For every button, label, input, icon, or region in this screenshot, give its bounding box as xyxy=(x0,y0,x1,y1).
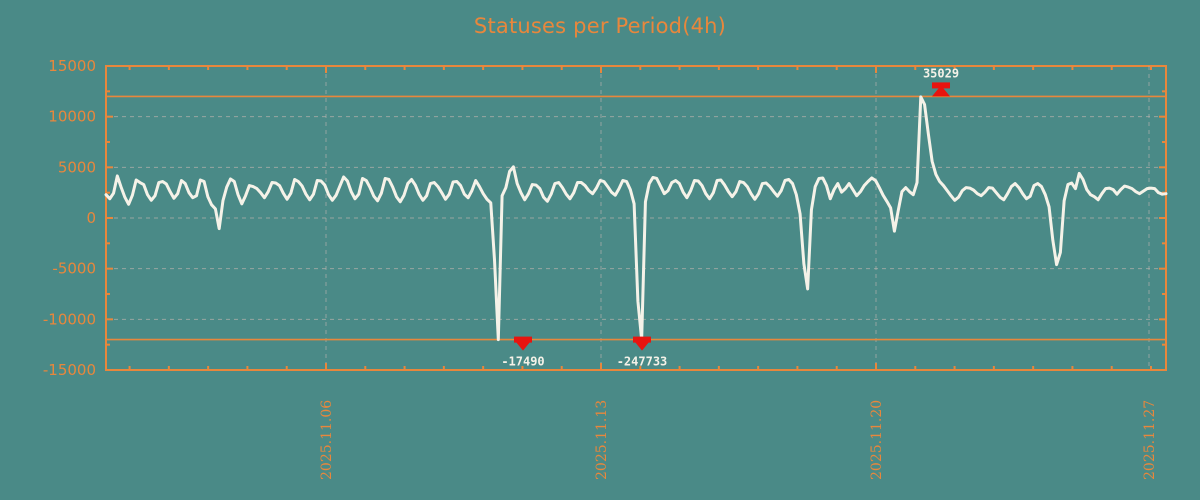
y-tick-label: 0 xyxy=(86,209,96,227)
y-tick-label: 10000 xyxy=(48,108,96,126)
y-tick-label: -10000 xyxy=(43,310,96,328)
marker-cap xyxy=(633,336,651,343)
marker-cap xyxy=(514,336,532,343)
annotation-marker[interactable] xyxy=(514,336,532,351)
annotation-label: -247733 xyxy=(617,355,668,369)
annotation-label: 35029 xyxy=(923,66,959,80)
annotation-label: -17490 xyxy=(501,355,544,369)
x-tick-label: 2025.11.20 xyxy=(869,400,885,480)
annotation-marker[interactable] xyxy=(633,336,651,351)
y-tick-label: -15000 xyxy=(43,361,96,379)
y-tick-label: 15000 xyxy=(48,57,96,75)
triangle-up-icon xyxy=(932,85,950,97)
data-line xyxy=(104,95,1168,342)
x-tick-label: 2025.11.06 xyxy=(319,400,335,480)
x-tick-label: 2025.11.13 xyxy=(594,400,610,480)
annotation-marker[interactable] xyxy=(932,82,950,97)
marker-cap xyxy=(932,82,950,89)
chart-title: Statuses per Period(4h) xyxy=(473,14,727,38)
y-tick-label: 5000 xyxy=(58,158,96,176)
y-tick-label: -5000 xyxy=(52,260,96,278)
x-tick-label: 2025.11.27 xyxy=(1142,400,1158,480)
